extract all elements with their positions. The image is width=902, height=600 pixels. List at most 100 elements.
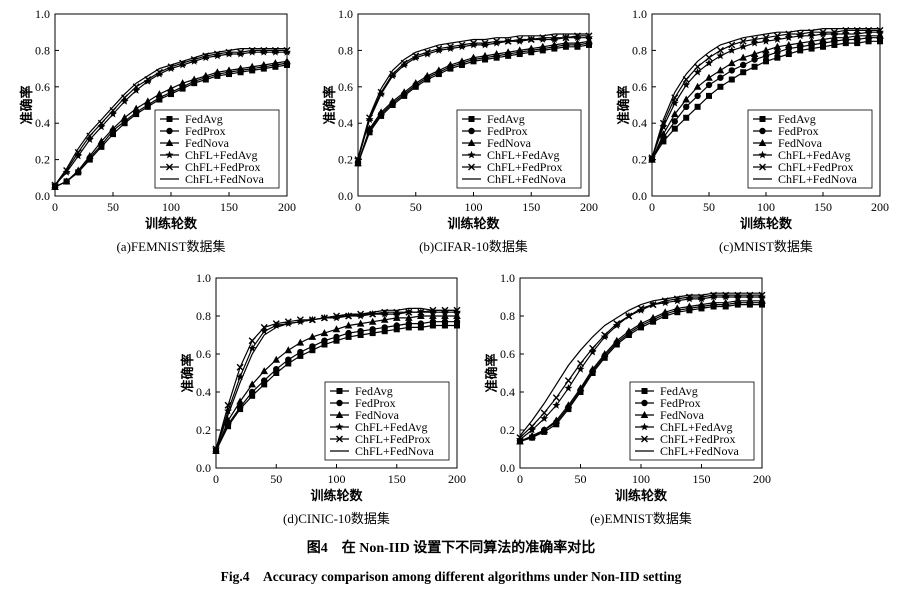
data-point — [740, 61, 747, 69]
data-point — [272, 355, 281, 363]
y-tick-label: 0.6 — [632, 80, 647, 94]
y-tick-label: 0.2 — [338, 153, 353, 167]
legend-entry: FedAvg — [330, 384, 393, 398]
y-tick-label: 0.2 — [196, 423, 211, 437]
data-point — [588, 365, 597, 373]
y-tick-label: 0.2 — [632, 153, 647, 167]
data-point — [660, 138, 667, 145]
data-point — [178, 79, 187, 87]
data-point — [649, 313, 657, 321]
x-tick-label: 0 — [517, 472, 523, 486]
legend-label: FedProx — [355, 396, 396, 410]
data-point — [750, 38, 759, 47]
data-point — [716, 66, 725, 74]
data-point — [285, 360, 292, 367]
data-point — [637, 319, 645, 327]
data-point — [97, 122, 106, 131]
data-point — [492, 38, 501, 47]
x-tick-label: 200 — [580, 200, 598, 214]
data-point — [225, 66, 233, 74]
data-point — [573, 33, 582, 42]
legend-marker — [166, 116, 173, 122]
legend-label: FedAvg — [185, 112, 223, 126]
data-point — [585, 37, 593, 45]
y-tick-label: 0.8 — [632, 43, 647, 57]
data-point — [562, 39, 570, 47]
data-point — [600, 350, 609, 357]
data-point — [762, 46, 770, 54]
data-point — [453, 318, 461, 325]
legend-entry: ChFL+FedProx — [330, 432, 430, 446]
data-point — [694, 92, 701, 100]
data-point — [685, 302, 694, 310]
data-point — [248, 62, 256, 70]
y-tick-label: 0.4 — [35, 116, 50, 130]
legend-entry: FedNova — [160, 136, 230, 150]
data-point — [585, 33, 593, 42]
legend-entry: FedProx — [330, 396, 396, 410]
data-point — [320, 329, 329, 337]
data-point — [515, 46, 524, 54]
data-point — [392, 313, 401, 321]
data-point — [405, 324, 412, 331]
legend-label: ChFL+FedProx — [487, 160, 562, 174]
data-point — [774, 49, 781, 56]
data-point — [785, 51, 792, 58]
data-point — [728, 41, 736, 49]
data-point — [659, 122, 668, 131]
series-chfl-fedavg — [51, 48, 291, 189]
legend-entry: FedProx — [753, 124, 819, 138]
legend: FedAvgFedProxFedNovaChFL+FedAvgChFL+FedP… — [747, 109, 873, 189]
data-point — [564, 384, 573, 392]
data-point — [309, 347, 316, 354]
data-point — [697, 294, 706, 303]
legend-marker — [165, 150, 174, 159]
y-tick-label: 0.0 — [632, 189, 647, 203]
data-point — [155, 90, 164, 98]
data-point — [380, 309, 389, 318]
y-tick-label: 1.0 — [338, 7, 353, 21]
series-chfl-fednova — [519, 292, 762, 437]
y-tick-label: 0.0 — [35, 189, 50, 203]
series-chfl-fedprox — [648, 26, 884, 162]
data-point — [671, 118, 678, 125]
data-point — [808, 45, 815, 52]
data-point — [440, 308, 449, 316]
data-point — [356, 319, 365, 327]
y-tick-label: 0.4 — [500, 385, 515, 399]
legend-entry: FedNova — [330, 408, 400, 422]
legend-marker — [758, 139, 767, 146]
legend-label: FedNova — [185, 136, 230, 150]
data-point — [612, 321, 621, 329]
data-point — [721, 298, 730, 306]
legend-label: ChFL+FedAvg — [487, 148, 560, 162]
data-point — [728, 67, 735, 74]
legend-marker — [166, 127, 173, 135]
x-axis-label: 训练轮数 — [615, 488, 668, 503]
legend-box — [154, 109, 280, 189]
data-point — [773, 42, 782, 50]
legend-entry: FedAvg — [160, 112, 223, 126]
data-point — [528, 422, 536, 430]
legend-marker — [641, 399, 648, 407]
data-point — [225, 49, 233, 58]
data-point — [773, 32, 781, 40]
x-tick-label: 150 — [220, 200, 238, 214]
data-point — [368, 317, 377, 325]
data-point — [400, 88, 408, 96]
data-point — [453, 312, 461, 319]
data-point — [716, 51, 725, 60]
data-point — [649, 301, 657, 309]
series-fednova — [516, 296, 766, 445]
data-point — [284, 346, 293, 354]
data-point — [717, 74, 724, 81]
y-axis-label: 准确率 — [322, 85, 337, 124]
y-tick-label: 0.0 — [338, 189, 353, 203]
data-point — [516, 435, 524, 443]
data-point — [562, 34, 570, 42]
data-point — [576, 384, 585, 392]
data-point — [417, 312, 425, 319]
data-point — [694, 63, 702, 71]
legend-label: FedAvg — [778, 112, 816, 126]
data-point — [864, 28, 873, 36]
